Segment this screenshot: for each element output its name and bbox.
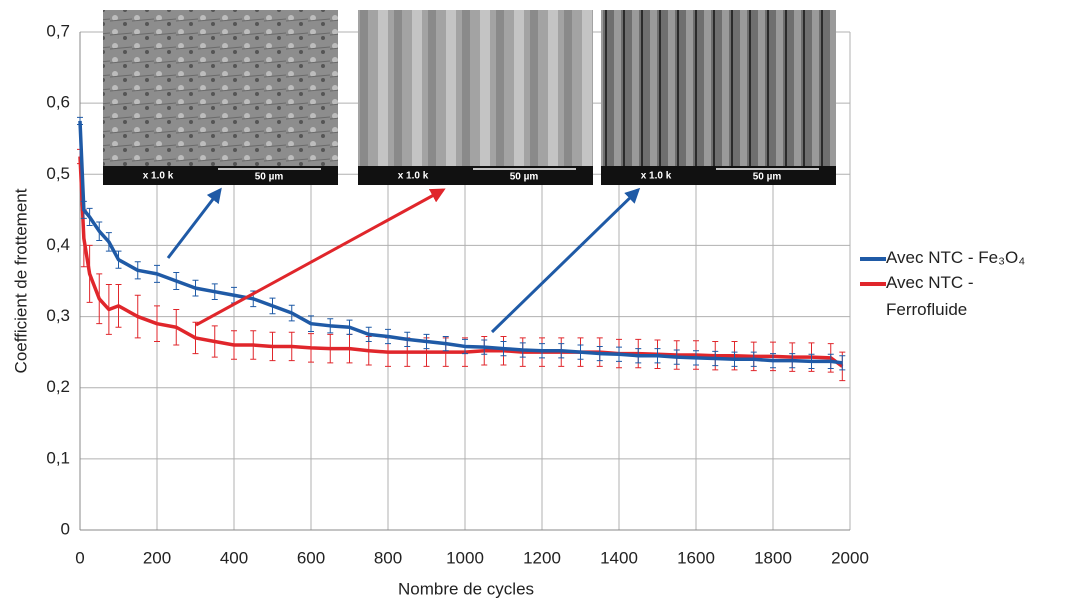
y-tick-label: 0,6 xyxy=(46,93,70,112)
scale-band xyxy=(103,166,338,185)
legend-item: Avec NTC - Ferrofluide xyxy=(860,273,1060,323)
scale-bar-label: 50 µm xyxy=(255,172,284,183)
legend-label: Avec NTC - Ferrofluide xyxy=(886,273,974,319)
x-tick-label: 0 xyxy=(75,548,84,567)
magnification: x 1.0 k xyxy=(398,171,429,182)
legend-swatch xyxy=(860,282,886,286)
arrow xyxy=(166,187,222,259)
x-tick-label: 400 xyxy=(220,548,248,567)
x-tick-label: 600 xyxy=(297,548,325,567)
x-tick-label: 1600 xyxy=(677,548,715,567)
scale-bar-label: 50 µm xyxy=(510,172,539,183)
legend-item: Avec NTC - Fe₃O₄ xyxy=(860,248,1060,271)
scale-band xyxy=(358,166,593,185)
arrow xyxy=(490,187,641,334)
series-line xyxy=(78,156,844,368)
scale-band xyxy=(601,166,836,185)
y-tick-label: 0,2 xyxy=(46,377,70,396)
x-tick-label: 1400 xyxy=(600,548,638,567)
series-line xyxy=(78,120,843,365)
scale-bar-label: 50 µm xyxy=(753,172,782,183)
y-tick-label: 0,1 xyxy=(46,448,70,467)
legend: Avec NTC - Fe₃O₄ Avec NTC - Ferrofluide xyxy=(860,248,1060,325)
magnification: x 1.0 k xyxy=(143,171,174,182)
sem-image xyxy=(358,10,593,168)
x-tick-label: 1000 xyxy=(446,548,484,567)
x-tick-label: 2000 xyxy=(831,548,869,567)
arrow xyxy=(195,188,446,327)
y-tick-label: 0,4 xyxy=(46,235,70,254)
x-tick-label: 800 xyxy=(374,548,402,567)
y-tick-label: 0,7 xyxy=(46,21,70,40)
x-tick-label: 200 xyxy=(143,548,171,567)
error-bar xyxy=(839,355,846,371)
sem-image xyxy=(103,10,338,168)
x-tick-label: 1200 xyxy=(523,548,561,567)
magnification: x 1.0 k xyxy=(641,171,672,182)
y-tick-label: 0 xyxy=(61,519,70,538)
y-tick-label: 0,5 xyxy=(46,164,70,183)
x-axis-label: Nombre de cycles xyxy=(398,579,534,598)
legend-label: Avec NTC - Fe₃O₄ xyxy=(886,248,1026,267)
y-axis-label: Coefficient de frottement xyxy=(11,188,30,373)
y-tick-label: 0,3 xyxy=(46,306,70,325)
x-tick-label: 1800 xyxy=(754,548,792,567)
sem-image xyxy=(601,10,836,168)
legend-swatch xyxy=(860,257,886,261)
